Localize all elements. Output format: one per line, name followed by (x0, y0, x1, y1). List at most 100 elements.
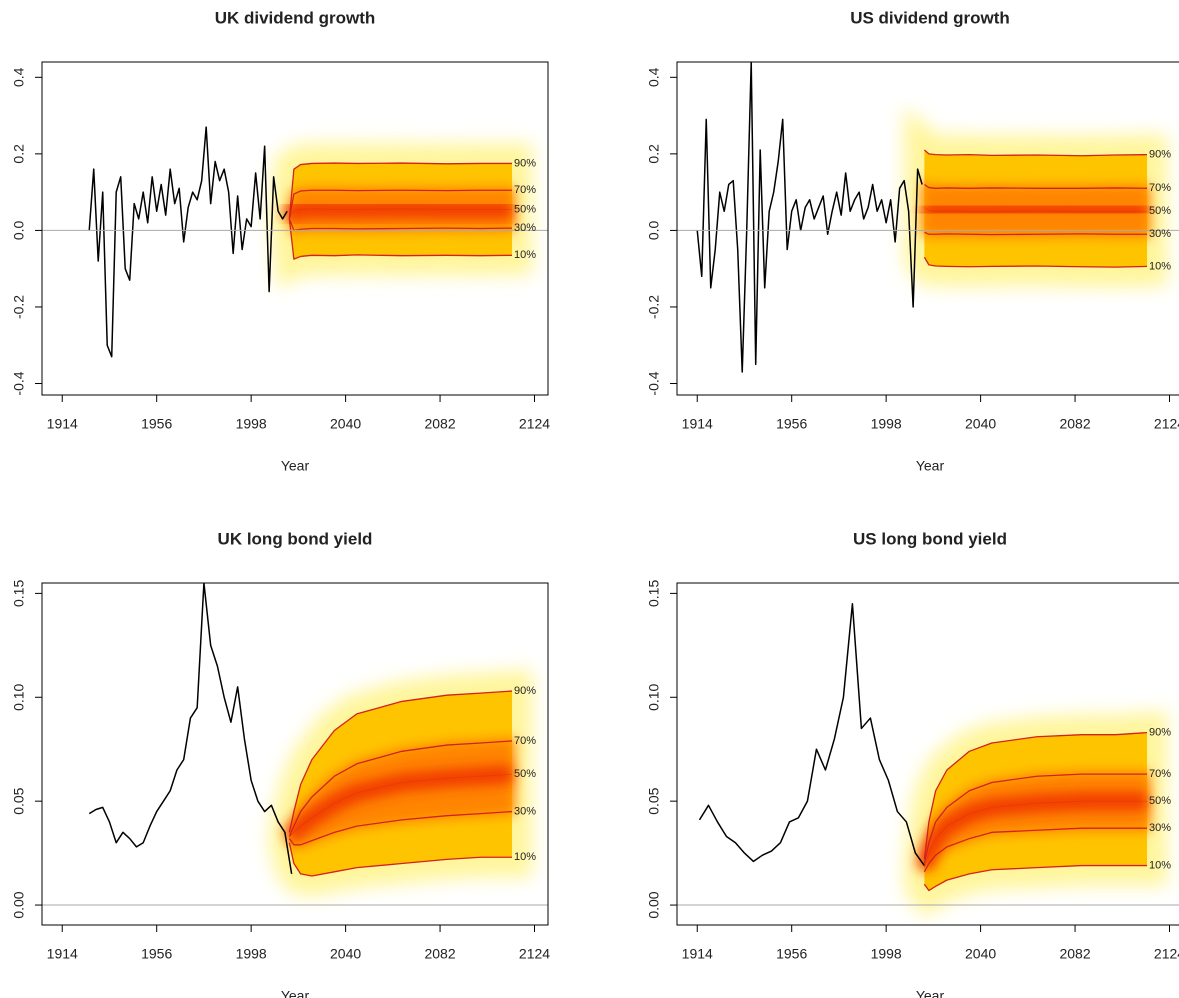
x-axis-label: Year (916, 458, 945, 474)
quantile-line (289, 208, 513, 220)
plot-frame (676, 582, 1179, 926)
y-tick-label: 0.15 (11, 580, 27, 607)
y-tick-label: 0.15 (646, 580, 662, 607)
y-tick-label: 0.2 (11, 144, 27, 164)
chart-title: US dividend growth (850, 8, 1010, 27)
x-tick-label: 2040 (965, 946, 996, 962)
y-tick-label: 0.00 (646, 891, 662, 918)
fan-core (281, 199, 513, 224)
x-axis-label: Year (916, 988, 945, 998)
quantile-line (924, 207, 1148, 212)
x-tick-label: 1914 (47, 946, 78, 962)
quantile-label: 70% (514, 184, 536, 196)
quantile-line (923, 864, 1148, 892)
y-tick-label: 0.0 (646, 220, 662, 240)
x-tick-label: 1956 (776, 946, 807, 962)
history-line (88, 583, 293, 875)
quantile-label: 10% (514, 249, 536, 261)
x-tick-label: 2040 (965, 416, 996, 432)
quantile-line (923, 731, 1148, 860)
quantile-label: 30% (1149, 822, 1171, 834)
quantile-line (288, 218, 513, 260)
quantile-line (923, 149, 1148, 157)
x-tick-label: 1956 (141, 946, 172, 962)
quantile-label: 90% (514, 157, 536, 169)
x-tick-label: 1998 (236, 416, 267, 432)
x-tick-label: 1914 (682, 946, 713, 962)
quantile-line (924, 183, 1148, 189)
x-tick-label: 2040 (330, 416, 361, 432)
quantile-line (923, 827, 1148, 873)
chart-title: US long bond yield (853, 529, 1007, 548)
quantile-label: 10% (514, 851, 536, 863)
plot-area (88, 583, 533, 897)
quantile-line (288, 218, 513, 232)
y-tick-label: 0.00 (11, 891, 27, 918)
quantile-label: 90% (1149, 149, 1171, 161)
plot-frame (41, 582, 549, 926)
x-tick-label: 1998 (871, 946, 902, 962)
quantile-line (288, 162, 513, 219)
y-tick-label: 0.4 (11, 67, 27, 87)
y-tick-label: -0.4 (11, 371, 27, 395)
x-tick-label: 2124 (519, 946, 550, 962)
x-axis-label: Year (281, 988, 310, 998)
quantile-line (288, 810, 513, 846)
y-tick-label: 0.4 (646, 67, 662, 87)
x-tick-label: 1914 (682, 416, 713, 432)
x-tick-label: 2082 (1059, 946, 1090, 962)
x-tick-label: 2124 (1154, 416, 1179, 432)
panel: US long bond yield 90% 70% 50% 30% 10% 1914 195… (646, 529, 1179, 998)
y-tick-label: 0.2 (646, 144, 662, 164)
plot-area (698, 603, 1168, 918)
x-tick-label: 2082 (424, 946, 455, 962)
y-tick-label: 0.0 (11, 220, 27, 240)
quantile-line (923, 773, 1148, 864)
x-tick-label: 2082 (424, 416, 455, 432)
x-axis-label: Year (281, 458, 310, 474)
history-line (696, 62, 923, 373)
quantile-label: 50% (514, 203, 536, 215)
quantile-line (288, 690, 513, 833)
x-tick-label: 2040 (330, 946, 361, 962)
chart-title: UK long bond yield (218, 529, 373, 548)
x-tick-label: 1998 (871, 416, 902, 432)
quantile-line (923, 256, 1148, 268)
plot-frame (676, 61, 1179, 396)
y-tick-label: -0.4 (646, 371, 662, 395)
x-tick-label: 2124 (519, 416, 550, 432)
quantile-line (923, 800, 1148, 868)
history-line (698, 603, 925, 867)
quantile-label: 30% (514, 222, 536, 234)
x-tick-label: 1956 (141, 416, 172, 432)
quantile-label: 30% (1149, 228, 1171, 240)
plot-frame (41, 61, 549, 396)
panel: US dividend growth 90% 70% 50% 30% 10% 1914 195… (646, 8, 1179, 474)
x-tick-label: 2082 (1059, 416, 1090, 432)
chart-title: UK dividend growth (215, 8, 376, 27)
x-tick-label: 1998 (236, 946, 267, 962)
quantile-line (924, 231, 1148, 236)
quantile-label: 90% (514, 685, 536, 697)
quantile-line (289, 773, 513, 837)
x-tick-label: 2124 (1154, 946, 1179, 962)
quantile-line (288, 189, 513, 220)
x-tick-label: 1914 (47, 416, 78, 432)
y-tick-label: 0.05 (646, 787, 662, 814)
y-tick-label: -0.2 (646, 295, 662, 319)
panel: UK long bond yield 90% 70% 50% 30% 10% 1914 195… (11, 529, 551, 998)
quantile-line (288, 740, 513, 837)
plot-area (88, 126, 533, 358)
y-tick-label: -0.2 (11, 295, 27, 319)
quantile-label: 70% (1149, 182, 1171, 194)
quantile-label: 70% (1149, 768, 1171, 780)
y-tick-label: 0.10 (11, 683, 27, 710)
quantile-label: 50% (1149, 795, 1171, 807)
y-tick-label: 0.10 (646, 683, 662, 710)
history-line (88, 126, 288, 358)
quantile-label: 30% (514, 805, 536, 817)
plot-area (696, 62, 1168, 373)
panel: UK dividend growth 90% 70% 50% 30% 10% 1914 195… (11, 8, 551, 473)
y-tick-label: 0.05 (11, 787, 27, 814)
